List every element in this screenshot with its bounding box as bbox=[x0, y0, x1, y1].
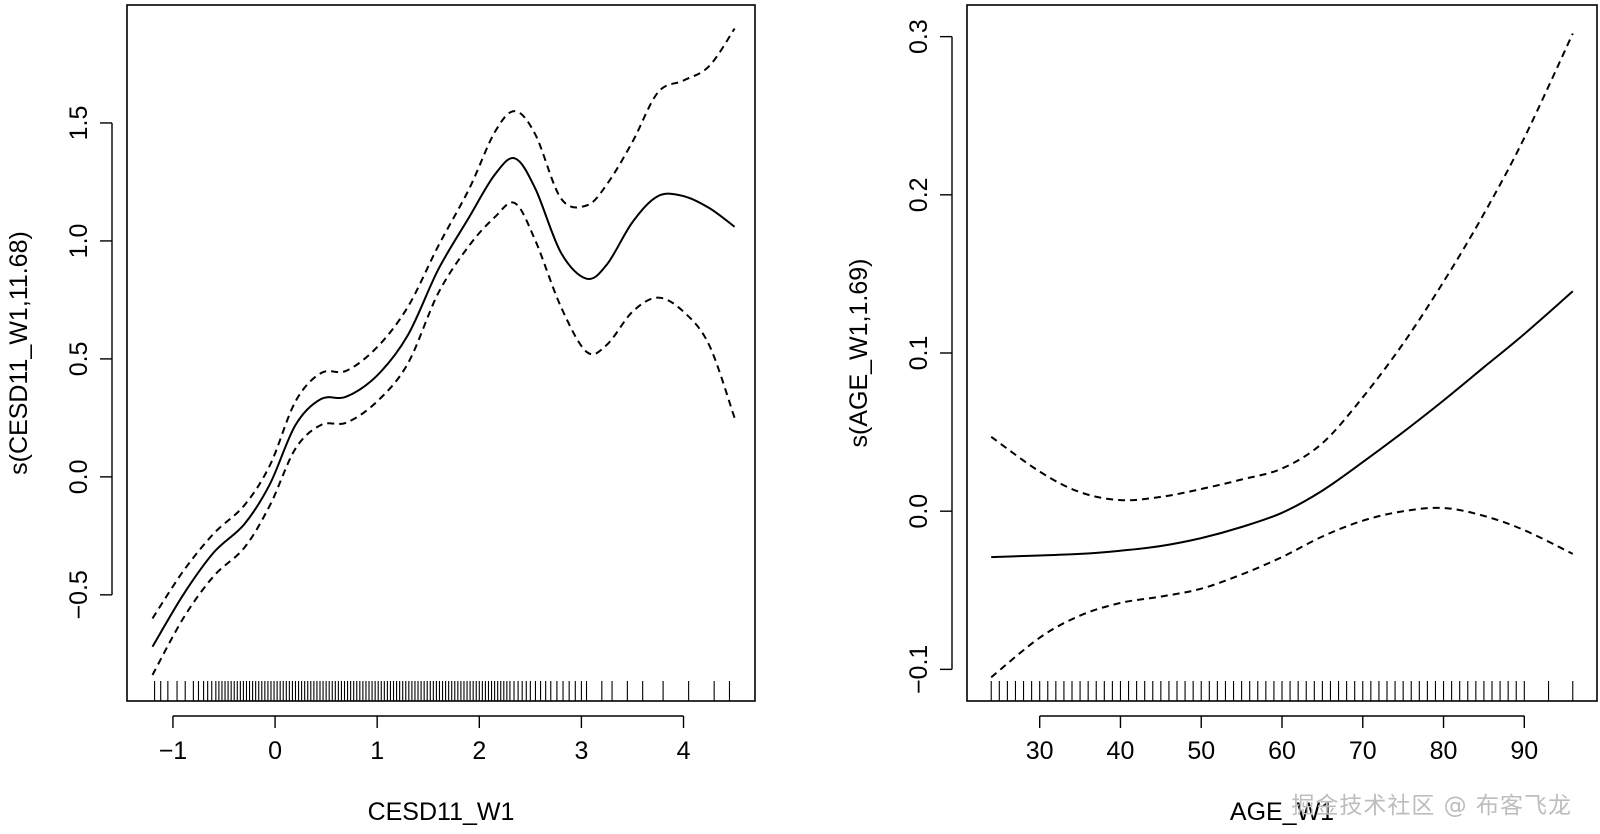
x-tick-label: 60 bbox=[1268, 737, 1296, 765]
y-axis-title: s(CESD11_W1,11.68) bbox=[5, 231, 33, 475]
x-axis-title: AGE_W1 bbox=[1230, 798, 1334, 826]
y-tick-label: 1.5 bbox=[65, 106, 93, 141]
series-line-upper bbox=[151, 28, 736, 619]
y-tick-label: 0.5 bbox=[65, 342, 93, 377]
y-axis-title: s(AGE_W1,1.69) bbox=[845, 259, 873, 448]
series-line-lower bbox=[990, 506, 1574, 679]
y-tick-label: 0.2 bbox=[905, 177, 933, 212]
y-tick-label: 0.1 bbox=[905, 336, 933, 371]
x-tick-label: 30 bbox=[1026, 737, 1054, 765]
y-tick-label: −0.5 bbox=[65, 570, 93, 619]
watermark-text: 掘金技术社区 @ 布客飞龙 bbox=[1291, 793, 1572, 819]
chart-panel-2: 30 40 50 60 70 80 90 −0.1 0.0 0.1 0.2 0.3 AGE_W1 s(AG… bbox=[845, 4, 1598, 826]
series-line-upper bbox=[990, 33, 1574, 502]
series-line-fit bbox=[991, 290, 1574, 559]
x-tick-label: 0 bbox=[268, 737, 282, 765]
y-tick-label: 0.0 bbox=[905, 494, 933, 529]
x-tick-label: 40 bbox=[1107, 737, 1135, 765]
chart-panel-1: −1 0 1 2 3 4 −0.5 0.0 0.5 1.0 1.5 CESD11_W1 s(CESD11… bbox=[5, 4, 756, 826]
x-tick-label: 3 bbox=[574, 737, 588, 765]
x-tick-label: 80 bbox=[1430, 737, 1458, 765]
x-tick-label: 1 bbox=[370, 737, 384, 765]
x-tick-label: 2 bbox=[472, 737, 486, 765]
series-line-lower bbox=[151, 201, 736, 676]
y-tick-label: −0.1 bbox=[905, 645, 933, 694]
x-axis-title: CESD11_W1 bbox=[368, 798, 515, 826]
plot-frame bbox=[126, 4, 756, 702]
y-tick-label: 0.0 bbox=[65, 459, 93, 494]
x-tick-label: 90 bbox=[1510, 737, 1538, 765]
y-tick-label: 1.0 bbox=[65, 224, 93, 259]
x-tick-label: −1 bbox=[159, 737, 188, 765]
x-tick-label: 70 bbox=[1349, 737, 1377, 765]
y-tick-label: 0.3 bbox=[905, 19, 933, 54]
series-line-fit bbox=[151, 157, 736, 648]
x-tick-label: 4 bbox=[677, 737, 691, 765]
x-tick-label: 50 bbox=[1187, 737, 1215, 765]
